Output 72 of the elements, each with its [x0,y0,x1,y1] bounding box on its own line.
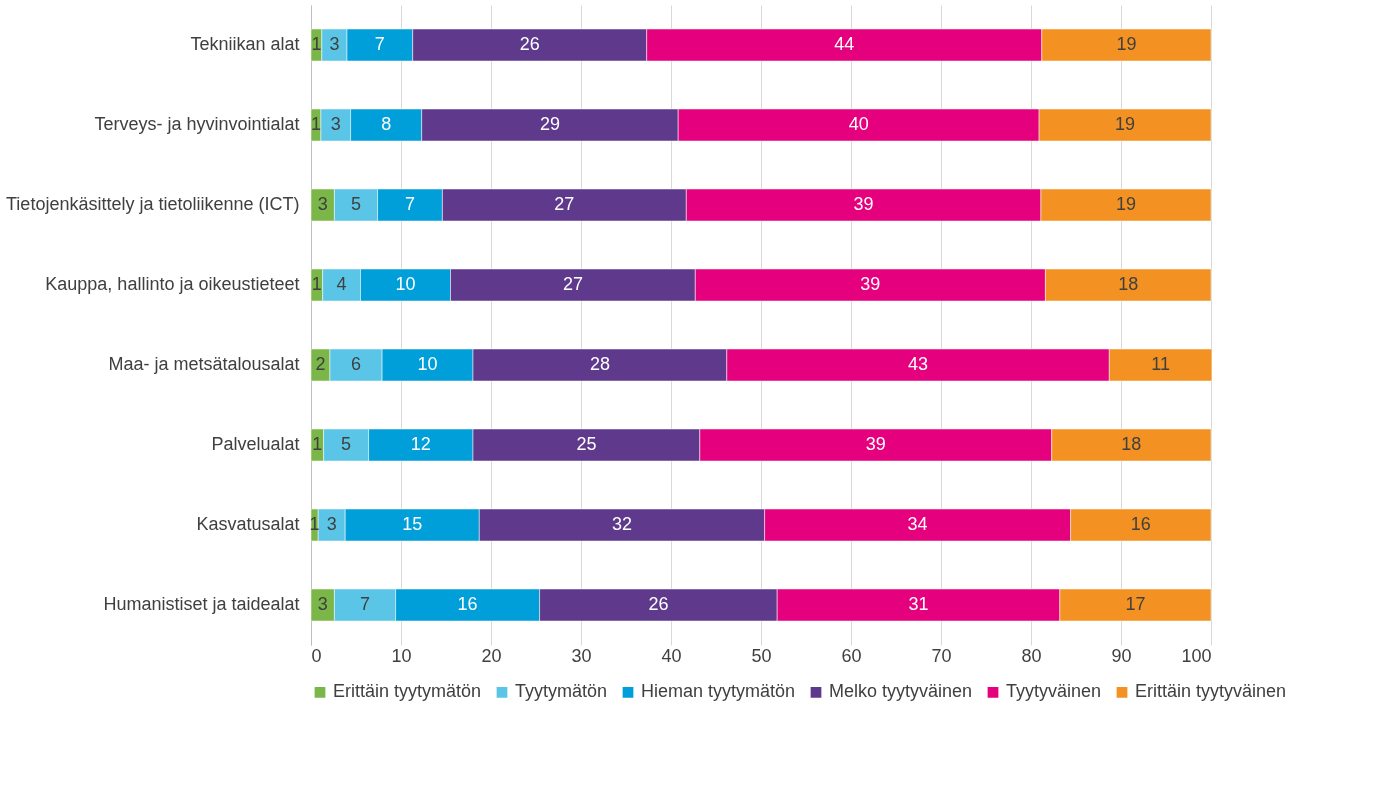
y-tick-label: Maa- ja metsätalousalat [108,354,300,374]
data-label: 3 [326,514,337,534]
data-label: 15 [402,514,423,534]
data-label: 3 [330,114,341,134]
data-label: 4 [336,274,347,294]
data-label: 16 [457,594,478,614]
data-label: 39 [853,194,874,214]
data-label: 12 [410,434,431,454]
data-label: 16 [1130,514,1151,534]
x-tick-label: 100 [1181,645,1212,666]
y-tick-label: Kasvatusalat [196,514,300,534]
data-label: 31 [908,594,929,614]
data-label: 26 [648,594,669,614]
data-label: 1 [310,114,321,134]
data-label: 29 [539,114,560,134]
data-label: 7 [374,34,385,54]
data-label: 1 [312,434,323,454]
y-tick-label: Humanistiset ja taidealat [103,594,300,614]
data-label: 26 [519,34,540,54]
legend-label: Erittäin tyytymätön [333,681,482,702]
data-label: 39 [865,434,886,454]
data-label: 1 [311,34,322,54]
data-label: 27 [554,194,575,214]
data-label: 19 [1115,114,1136,134]
data-label: 18 [1121,434,1142,454]
x-tick-label: 70 [931,645,952,666]
data-label: 8 [381,114,392,134]
data-label: 32 [611,514,632,534]
legend-label: Erittäin tyytyväinen [1135,681,1287,702]
data-label: 5 [350,194,362,214]
data-label: 44 [834,34,855,54]
data-label: 7 [404,194,416,214]
data-label: 6 [350,354,362,374]
x-tick-label: 0 [311,645,322,666]
data-label: 18 [1118,274,1139,294]
data-label: 3 [317,194,328,214]
y-tick-label: Tekniikan alat [190,34,300,54]
x-tick-label: 10 [391,645,412,666]
x-tick-label: 80 [1021,645,1042,666]
data-label: 34 [907,514,928,534]
data-label: 11 [1151,354,1170,374]
data-label: 10 [417,354,438,374]
x-tick-label: 50 [751,645,772,666]
data-label: 3 [329,34,340,54]
x-tick-label: 20 [481,645,502,666]
legend-label: Tyytyväinen [1006,681,1102,702]
data-label: 28 [589,354,610,374]
x-tick-label: 40 [661,645,682,666]
data-label: 19 [1115,194,1136,214]
data-label: 40 [848,114,869,134]
data-label: 43 [908,354,929,374]
data-label: 2 [315,354,326,374]
x-tick-label: 60 [841,645,862,666]
data-label: 7 [359,594,371,614]
data-label: 27 [562,274,583,294]
data-label: 1 [311,274,322,294]
data-label: 10 [395,274,416,294]
data-label: 19 [1116,34,1137,54]
data-label: 5 [341,434,352,454]
data-label: 17 [1125,594,1146,614]
y-tick-label: Terveys- ja hyvinvointialat [94,114,300,134]
y-tick-label: Tietojenkäsittely ja tietoliikenne (ICT) [6,194,300,214]
y-tick-label: Palvelualat [211,434,300,454]
x-tick-label: 90 [1111,645,1132,666]
legend-label: Hieman tyytymätön [641,681,796,702]
x-tick-label: 30 [571,645,592,666]
data-label: 3 [317,594,328,614]
data-label: 25 [576,434,597,454]
legend-label: Tyytymätön [515,681,608,702]
y-tick-label: Kauppa, hallinto ja oikeustieteet [45,274,300,294]
legend-label: Melko tyytyväinen [829,681,973,702]
data-label: 39 [860,274,881,294]
